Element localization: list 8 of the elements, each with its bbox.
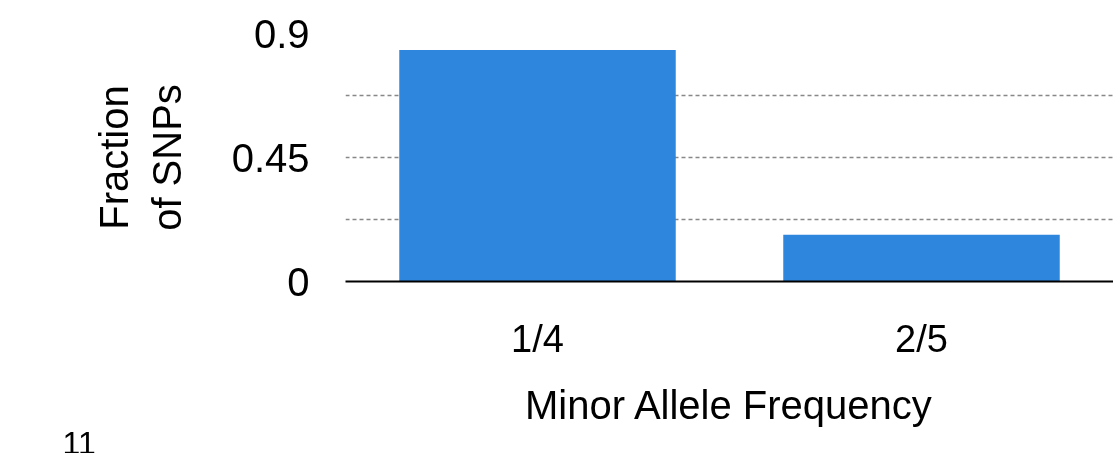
x-tick-label: 2/5: [895, 317, 948, 360]
x-tick-label: 1/4: [511, 317, 564, 360]
y-tick-label: 0.9: [253, 11, 310, 56]
y-tick-label: 0: [287, 259, 310, 304]
y-axis-title: Fraction of SNPs: [91, 84, 189, 231]
y-tick-label: 0.45: [231, 135, 310, 180]
text: 11: [62, 424, 96, 453]
x-axis-title: Minor Allele Frequency: [524, 382, 932, 427]
